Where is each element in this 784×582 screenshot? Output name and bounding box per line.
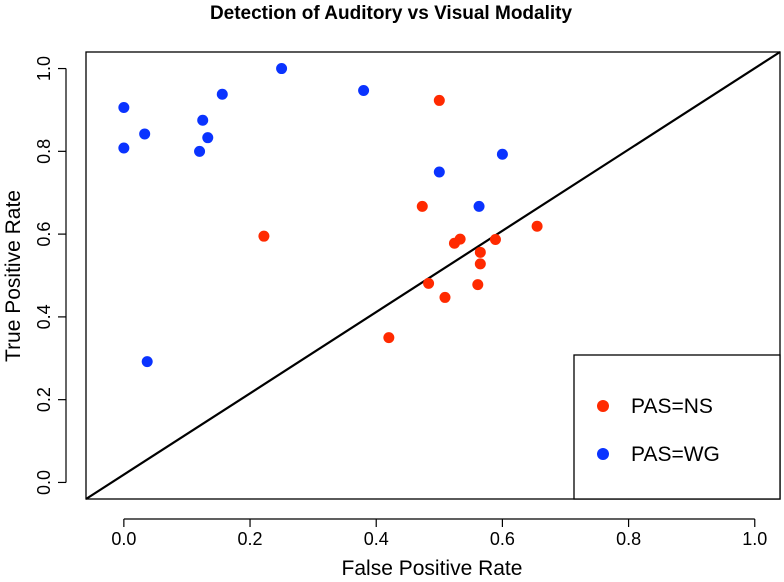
legend-marker-pas-ns xyxy=(597,400,609,412)
data-points xyxy=(118,63,543,368)
legend-box xyxy=(573,354,781,500)
point-pas-ns xyxy=(448,237,460,249)
y-axis: 0.0 0.2 0.4 0.6 0.8 1.0 xyxy=(34,56,67,495)
point-pas-ns xyxy=(531,220,543,232)
plot-area-frame xyxy=(85,51,781,500)
x-axis-label: False Positive Rate xyxy=(342,557,523,580)
legend-label-pas-ns: PAS=NS xyxy=(631,395,713,418)
point-pas-ns xyxy=(423,277,435,289)
x-tick-label: 0.2 xyxy=(238,529,263,549)
y-tick-label: 0.6 xyxy=(34,222,54,247)
diagonal-reference-line xyxy=(85,51,781,500)
x-tick-label: 0.6 xyxy=(490,529,515,549)
x-axis: 0.0 0.2 0.4 0.6 0.8 1.0 xyxy=(111,518,767,549)
point-pas-ns xyxy=(258,230,270,242)
point-pas-wg xyxy=(118,142,130,154)
point-pas-ns xyxy=(472,279,484,291)
point-pas-ns xyxy=(433,94,445,106)
point-pas-wg xyxy=(496,148,508,160)
point-pas-wg xyxy=(276,63,288,75)
y-tick-label: 0.8 xyxy=(34,139,54,164)
point-pas-wg xyxy=(139,128,151,140)
point-pas-wg xyxy=(141,356,153,368)
legend-marker-pas-wg xyxy=(597,448,609,460)
point-pas-wg xyxy=(216,88,228,100)
y-axis-label: True Positive Rate xyxy=(2,190,25,362)
x-tick-label: 0.0 xyxy=(111,529,136,549)
y-tick-label: 0.4 xyxy=(34,304,54,329)
legend-label-pas-wg: PAS=WG xyxy=(631,443,720,466)
x-tick-label: 0.4 xyxy=(364,529,389,549)
x-tick-label: 0.8 xyxy=(616,529,641,549)
y-tick-label: 0.0 xyxy=(34,470,54,495)
legend: PAS=NS PAS=WG xyxy=(573,354,781,500)
point-pas-ns xyxy=(416,200,428,212)
point-pas-ns xyxy=(439,291,451,303)
point-pas-ns xyxy=(489,233,501,245)
y-tick-label: 0.2 xyxy=(34,387,54,412)
point-pas-ns xyxy=(474,258,486,270)
point-pas-wg xyxy=(202,132,214,144)
point-pas-wg xyxy=(473,200,485,212)
y-tick-label: 1.0 xyxy=(34,56,54,81)
point-pas-wg xyxy=(194,145,206,157)
point-pas-wg xyxy=(358,84,370,96)
point-pas-wg xyxy=(118,101,130,113)
chart-title: Detection of Auditory vs Visual Modality xyxy=(210,3,573,24)
point-pas-wg xyxy=(433,166,445,178)
point-pas-ns xyxy=(383,332,395,344)
x-tick-label: 1.0 xyxy=(742,529,767,549)
diagonal-reference-line-group xyxy=(85,51,781,500)
point-pas-ns xyxy=(474,246,486,258)
point-pas-wg xyxy=(197,114,209,126)
